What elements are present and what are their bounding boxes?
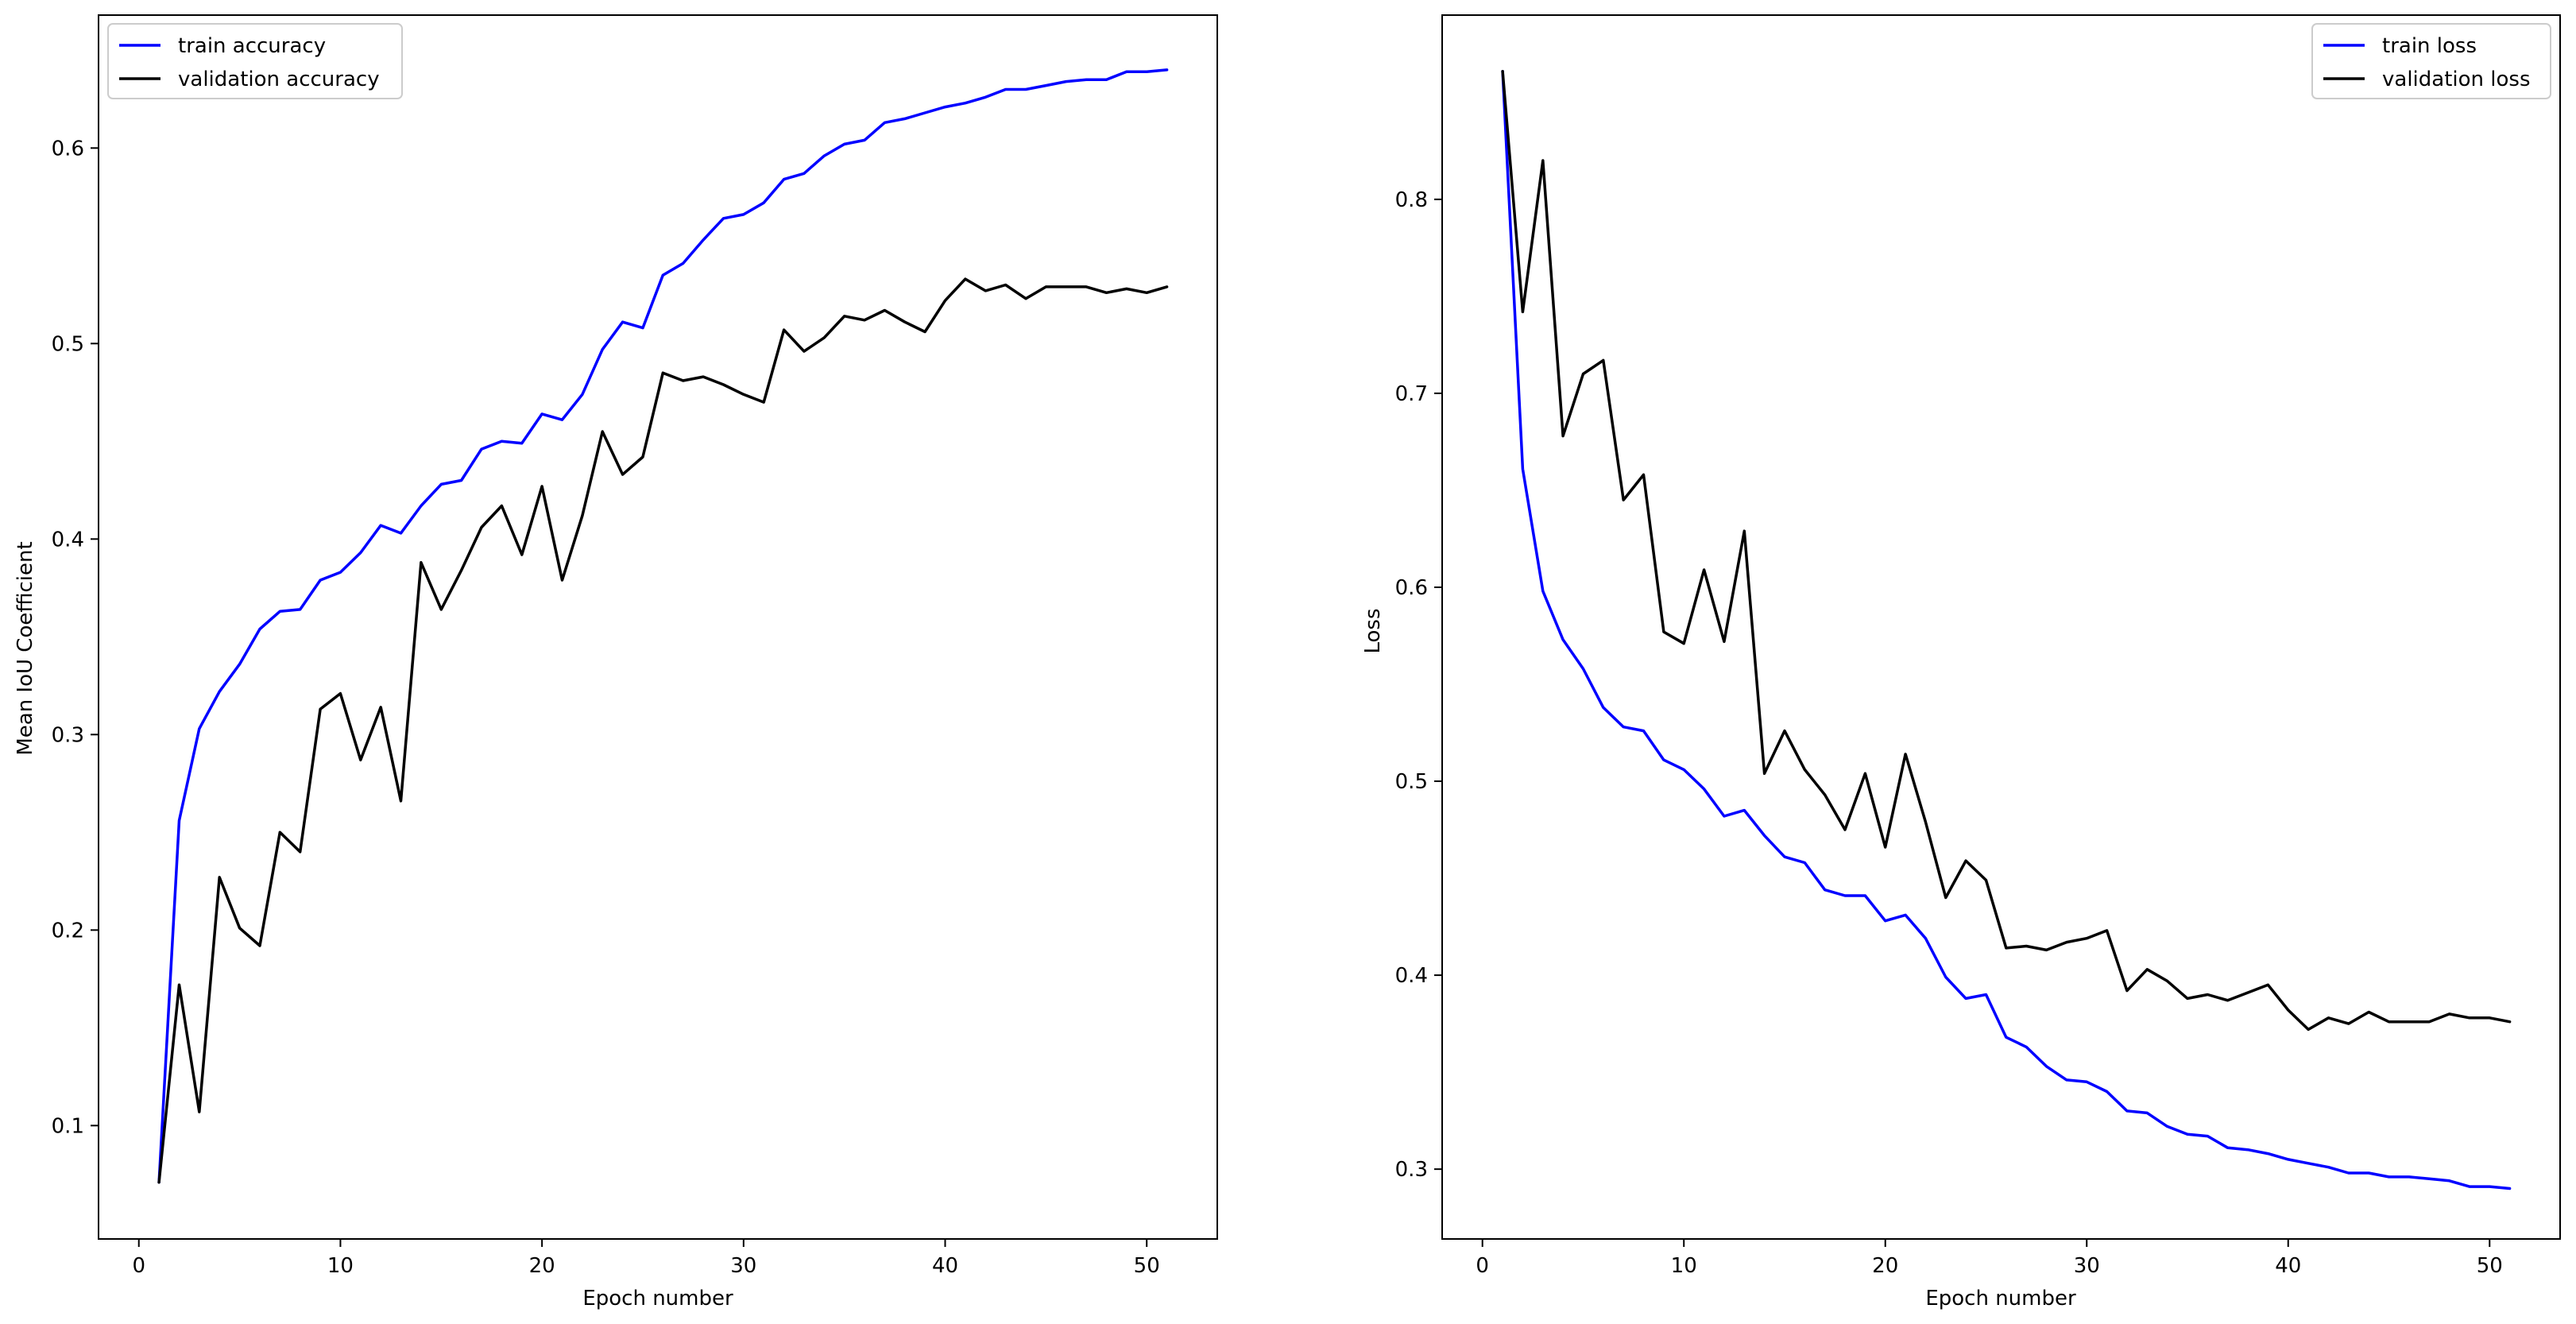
accuracy-x-tick-label: 20 [529,1254,555,1278]
accuracy-legend-box [107,23,403,99]
accuracy-plot-area: 0 10 20 30 40 50 0.1 0.2 0.3 0.4 0.5 0.6 [52,14,1218,1278]
accuracy-y-tick-label: 0.1 [52,1114,84,1138]
series-line-train-accuracy [157,68,1169,1184]
accuracy-y-tick-label: 0.5 [52,332,84,356]
accuracy-y-tick-label: 0.4 [52,528,84,552]
loss-plot-area: 0 10 20 30 40 50 0.3 0.4 0.5 0.6 0.7 0.8 [1395,14,2561,1278]
loss-y-tick-label: 0.5 [1395,770,1428,794]
series-line-validation-accuracy [157,277,1169,1184]
legend-label-train-loss: train loss [2382,34,2477,58]
legend-label-train-accuracy: train accuracy [178,34,326,58]
accuracy-x-axis-label: Epoch number [582,1287,733,1310]
loss-chart: 0 10 20 30 40 50 0.3 0.4 0.5 0.6 0.7 0.8 Epoch numb… [1361,14,2561,1310]
loss-y-tick-label: 0.4 [1395,964,1428,988]
accuracy-axes-frame [98,14,1218,1240]
accuracy-x-tick-label: 30 [730,1254,756,1278]
accuracy-legend: train accuracy validation accuracy [107,23,403,99]
accuracy-y-axis-label: Mean IoU Coefficient [14,541,37,755]
loss-legend: train loss validation loss [2311,23,2551,99]
loss-x-axis-label: Epoch number [1925,1287,2076,1310]
accuracy-x-tick-label: 40 [932,1254,958,1278]
loss-legend-box [2311,23,2551,99]
loss-y-axis-label: Loss [1361,608,1385,653]
accuracy-x-tick-label: 50 [1134,1254,1160,1278]
accuracy-y-tick-label: 0.6 [52,137,84,161]
loss-y-tick-label: 0.7 [1395,382,1428,406]
accuracy-chart: 0 10 20 30 40 50 0.1 0.2 0.3 0.4 0.5 0.6 Epoch numb… [14,14,1218,1310]
loss-y-tick-label: 0.6 [1395,576,1428,600]
accuracy-x-tick-label: 10 [327,1254,354,1278]
series-line-validation-loss [1501,70,2512,1032]
loss-x-tick-label: 10 [1671,1254,1697,1278]
accuracy-x-tick-label: 0 [132,1254,145,1278]
loss-x-tick-label: 30 [2074,1254,2100,1278]
loss-x-tick-label: 0 [1476,1254,1489,1278]
loss-x-tick-label: 40 [2275,1254,2301,1278]
legend-label-validation-loss: validation loss [2382,68,2531,91]
series-line-train-loss [1501,70,2512,1190]
accuracy-y-tick-label: 0.3 [52,723,84,747]
legend-label-validation-accuracy: validation accuracy [178,68,380,91]
loss-x-tick-label: 50 [2477,1254,2503,1278]
accuracy-y-tick-label: 0.2 [52,919,84,943]
loss-x-tick-label: 20 [1872,1254,1898,1278]
loss-y-tick-label: 0.3 [1395,1158,1428,1182]
loss-y-tick-label: 0.8 [1395,188,1428,212]
loss-axes-frame [1441,14,2561,1240]
